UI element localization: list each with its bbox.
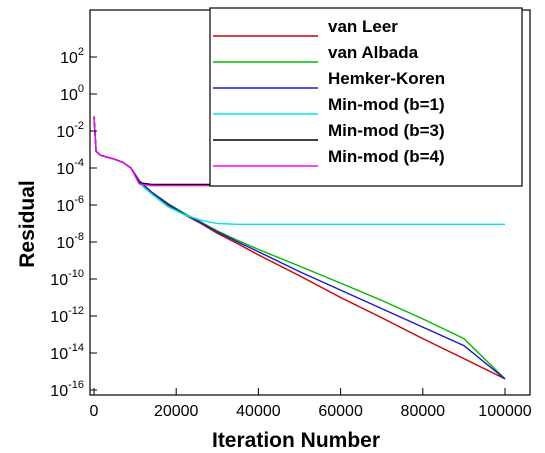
y-tick-label: 10-16	[50, 379, 84, 400]
x-tick-label: 80000	[401, 403, 446, 420]
y-tick-label: 10-8	[56, 231, 84, 252]
y-axis-title: Residual	[16, 180, 39, 268]
series-layer	[93, 116, 506, 380]
y-tick-label: 10-10	[50, 268, 84, 289]
x-tick-label: 20000	[154, 403, 199, 420]
legend: van Leer van Albada Hemker-Koren Min-mod (b…	[209, 7, 523, 187]
y-tick-label: 10-2	[56, 120, 84, 141]
legend-label: Min-mod (b=4)	[328, 147, 445, 166]
legend-label: van Albada	[328, 43, 419, 62]
x-tick-label: 100000	[478, 403, 531, 420]
y-tick-label: 10-6	[56, 194, 84, 215]
x-tick-label: 0	[90, 403, 99, 420]
y-tick-label: 102	[60, 46, 84, 67]
x-axis-title: Iteration Number	[212, 429, 380, 452]
legend-label: van Leer	[328, 17, 398, 36]
legend-box	[209, 7, 523, 187]
y-tick-label: 10-14	[50, 342, 84, 363]
legend-label: Hemker-Koren	[328, 69, 445, 88]
y-tick-label: 10-12	[50, 305, 84, 326]
legend-label: Min-mod (b=3)	[328, 121, 445, 140]
x-tick-label: 40000	[236, 403, 281, 420]
x-tick-label: 60000	[318, 403, 363, 420]
legend-label: Min-mod (b=1)	[328, 95, 445, 114]
y-tick-label: 10-4	[56, 157, 84, 178]
axis-layer: 0 20000 40000 60000 80000 100000 102 100 10-2 10-…	[50, 46, 532, 420]
y-tick-label: 100	[60, 83, 84, 104]
